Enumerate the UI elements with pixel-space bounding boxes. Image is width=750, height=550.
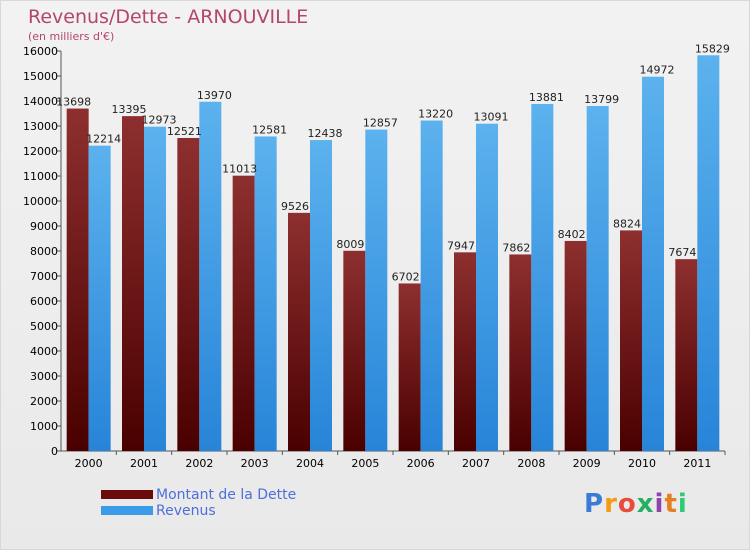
x-tick-label: 2006 [407,457,435,470]
data-label-revenus: 12214 [86,133,121,146]
logo-letter: o [617,489,637,519]
data-label-dette: 8402 [558,228,586,241]
y-tick-label: 7000 [30,270,58,283]
bar-dette [343,250,366,451]
y-tick-label: 5000 [30,320,58,333]
chart-subtitle: (en milliers d'€) [28,30,115,43]
chart-title: Revenus/Dette - ARNOUVILLE [28,6,309,28]
x-tick-label: 2004 [296,457,324,470]
logo-letter: r [604,489,618,519]
data-label-revenus: 13091 [474,111,509,124]
y-tick-label: 11000 [23,170,58,183]
proxiti-logo: Proxiti [584,489,688,519]
data-label-revenus: 13881 [529,91,564,104]
data-label-dette: 7674 [668,246,696,259]
x-tick-label: 2011 [683,457,711,470]
bar-dette [454,252,476,451]
logo-letter: i [654,489,665,519]
data-label-revenus: 15829 [695,42,730,55]
y-tick-label: 3000 [30,370,58,383]
y-tick-label: 10000 [23,195,58,208]
y-tick-label: 1000 [30,420,58,433]
y-tick-label: 8000 [30,245,58,258]
data-label-dette: 6702 [392,270,420,283]
data-label-dette: 7947 [447,239,475,252]
data-label-dette: 8824 [613,217,641,230]
data-label-revenus: 14972 [640,64,675,77]
bar-revenus [420,120,443,451]
legend-swatch-revenus [101,506,153,515]
x-tick-label: 2003 [241,457,269,470]
bar-revenus [199,101,222,451]
x-tick-label: 2001 [130,457,158,470]
x-tick-label: 2008 [517,457,545,470]
data-label-dette: 13395 [112,103,147,116]
data-label-dette: 9526 [281,200,309,213]
bar-dette [66,108,89,452]
bar-revenus [642,76,664,451]
bar-revenus [531,103,554,451]
data-label-revenus: 12973 [142,114,177,127]
legend-label-dette: Montant de la Dette [156,487,297,503]
bar-dette [509,254,532,451]
data-label-revenus: 13970 [197,89,232,102]
bar-revenus [365,129,388,451]
bar-dette [177,137,200,451]
x-tick-label: 2005 [351,457,379,470]
bar-dette [620,230,642,451]
x-tick-label: 2009 [573,457,601,470]
logo-letter: t [664,489,678,519]
data-label-dette: 12521 [167,125,202,138]
bar-dette [398,283,421,451]
data-label-revenus: 12857 [363,117,398,130]
data-label-revenus: 12581 [252,123,287,136]
data-label-dette: 7862 [502,241,530,254]
x-tick-label: 2007 [462,457,490,470]
y-tick-label: 4000 [30,345,58,358]
logo-letter: i [677,489,688,519]
bar-revenus [88,145,111,451]
y-tick-label: 0 [51,445,58,458]
logo-letter: P [584,489,605,519]
y-tick-label: 13000 [23,120,58,133]
data-label-revenus: 13220 [418,108,453,121]
x-tick-label: 2002 [185,457,213,470]
data-label-revenus: 12438 [308,127,343,140]
data-label-dette: 11013 [222,163,257,176]
legend-swatch-dette [101,490,153,499]
bar-dette [675,259,698,451]
bar-revenus [586,106,609,452]
bar-dette [232,175,255,452]
bar-revenus [476,123,498,451]
y-tick-label: 2000 [30,395,58,408]
bar-revenus [254,136,277,451]
y-tick-label: 9000 [30,220,58,233]
y-tick-label: 12000 [23,145,58,158]
bar-revenus [310,140,332,452]
data-label-dette: 13698 [56,96,91,109]
bar-dette [288,212,310,451]
bar-dette [122,116,144,451]
x-tick-label: 2010 [628,457,656,470]
x-tick-label: 2000 [75,457,103,470]
logo-letter: x [636,489,655,519]
y-tick-label: 14000 [23,95,58,108]
legend-label-revenus: Revenus [156,503,216,519]
y-tick-label: 15000 [23,70,58,83]
y-tick-label: 6000 [30,295,58,308]
bar-revenus [697,55,720,452]
bar-revenus [144,126,166,452]
bar-dette [564,240,587,451]
data-label-revenus: 13799 [584,93,619,106]
y-tick-label: 16000 [23,45,58,58]
data-label-dette: 8009 [336,238,364,251]
